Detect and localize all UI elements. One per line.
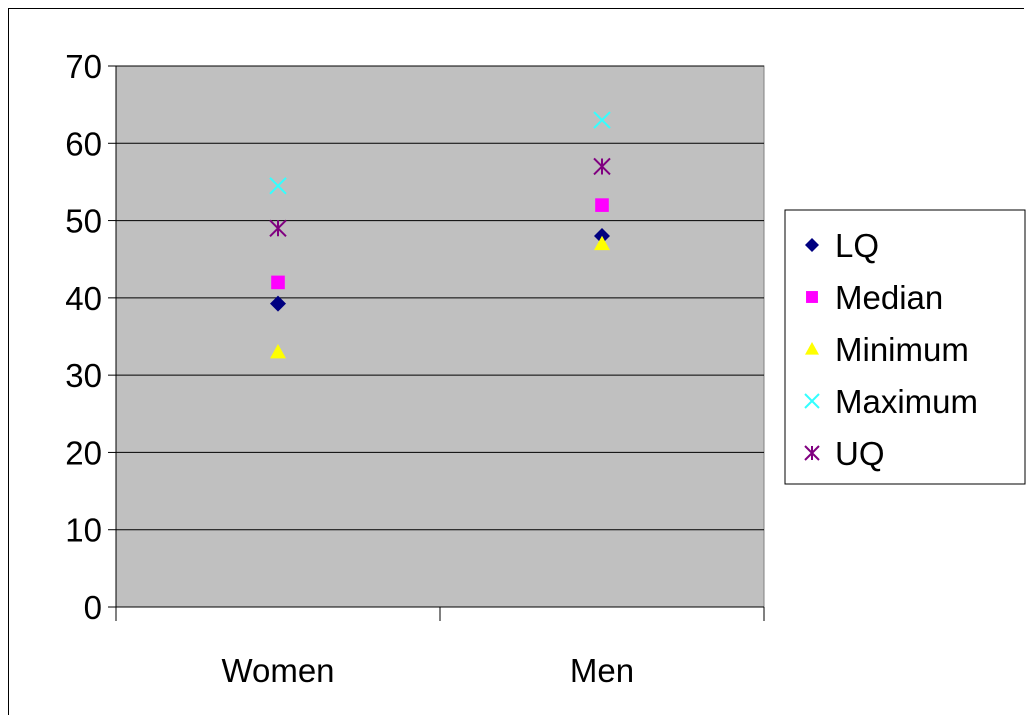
data-point-maximum bbox=[593, 111, 611, 129]
legend-marker-median bbox=[806, 291, 818, 303]
data-point-median bbox=[271, 275, 285, 290]
y-tick-label: 40 bbox=[65, 280, 102, 317]
legend-marker-uq bbox=[804, 445, 820, 461]
y-tick-label: 10 bbox=[65, 512, 102, 549]
legend-label-maximum: Maximum bbox=[835, 383, 978, 420]
data-point-maximum bbox=[269, 177, 287, 195]
y-tick-label: 50 bbox=[65, 203, 102, 240]
legend: LQ Median Minimum Maximum UQ bbox=[784, 209, 1026, 485]
legend-marker-minimum bbox=[805, 342, 819, 355]
x-tick-labels: Women Men bbox=[221, 652, 634, 689]
data-point-uq bbox=[593, 157, 611, 176]
y-tick-label: 0 bbox=[84, 589, 102, 626]
y-tick-label: 70 bbox=[65, 48, 102, 85]
y-tick-label: 30 bbox=[65, 357, 102, 394]
axes bbox=[108, 65, 765, 621]
legend-label-lq: LQ bbox=[835, 227, 879, 264]
data-point-minimum bbox=[594, 235, 610, 251]
x-tick-label: Men bbox=[570, 652, 634, 689]
y-tick-label: 20 bbox=[65, 434, 102, 471]
x-tick-label: Women bbox=[221, 652, 334, 689]
data-point-lq bbox=[270, 295, 286, 312]
plot-area bbox=[115, 65, 765, 608]
legend-label-median: Median bbox=[835, 279, 943, 316]
y-tick-label: 60 bbox=[65, 125, 102, 162]
data-markers bbox=[269, 111, 611, 359]
legend-marker-maximum bbox=[804, 393, 820, 409]
data-point-minimum bbox=[270, 343, 286, 359]
legend-label-uq: UQ bbox=[835, 435, 885, 472]
legend-box bbox=[784, 209, 1026, 485]
legend-marker-lq bbox=[805, 238, 819, 252]
plot-background bbox=[115, 65, 765, 608]
legend-label-minimum: Minimum bbox=[835, 331, 969, 368]
data-point-uq bbox=[269, 219, 287, 238]
data-point-median bbox=[595, 198, 609, 212]
y-tick-labels: 0 10 20 30 40 50 60 70 bbox=[65, 48, 102, 626]
gridlines bbox=[116, 65, 764, 531]
